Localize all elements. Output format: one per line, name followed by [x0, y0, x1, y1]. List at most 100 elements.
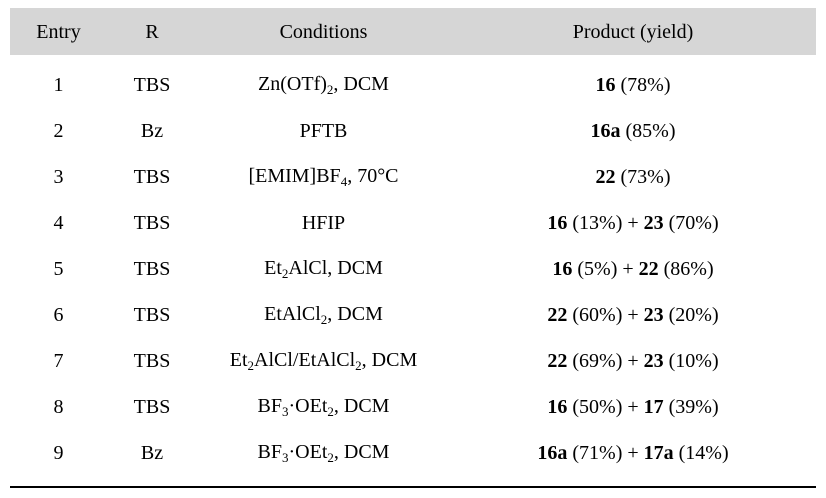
text-segment: (60%) + [567, 304, 644, 326]
text-segment: ·OEt [288, 441, 328, 463]
text-segment: , DCM [333, 395, 390, 417]
cell-entry: 5 [53, 258, 64, 280]
col-header-entry: Entry [36, 20, 81, 43]
cell-entry: 7 [53, 350, 64, 372]
subscript-segment: 3 [282, 450, 289, 465]
bold-compound-segment: 16 [547, 396, 568, 418]
cell-product-yield: 16 (13%) + 23 (70%) [450, 213, 816, 233]
cell-entry: 3 [53, 166, 64, 188]
bold-compound-segment: 16 [547, 212, 568, 234]
text-segment: EtAlCl [264, 303, 321, 325]
text-segment: Et [229, 349, 248, 371]
table-bottom-rule [10, 486, 816, 488]
table-row: 1 TBS Zn(OTf)2, DCM 16 (78%) [10, 62, 816, 108]
cell-conditions: EtAlCl2, DCM [197, 304, 450, 326]
col-header-conditions: Conditions [279, 20, 368, 43]
cell-r-group: TBS [133, 304, 171, 326]
cell-r-group: TBS [133, 74, 171, 96]
table-row: 7 TBS Et2AlCl/EtAlCl2, DCM 22 (69%) + 23… [10, 338, 816, 384]
text-segment: (78%) [615, 74, 671, 96]
table-row: 3 TBS [EMIM]BF4, 70°C 22 (73%) [10, 154, 816, 200]
text-segment: Zn(OTf) [258, 73, 327, 95]
col-header-product: Product (yield) [572, 20, 694, 43]
cell-conditions: Zn(OTf)2, DCM [197, 74, 450, 96]
subscript-segment: 3 [282, 404, 289, 419]
bold-compound-segment: 22 [547, 304, 568, 326]
text-segment: BF [257, 395, 282, 417]
text-segment: (86%) [658, 258, 714, 280]
cell-r-group: TBS [133, 396, 171, 418]
cell-product-yield: 22 (60%) + 23 (20%) [450, 305, 816, 325]
table-row: 4 TBS HFIP 16 (13%) + 23 (70%) [10, 200, 816, 246]
text-segment: (73%) [615, 166, 671, 188]
cell-conditions: [EMIM]BF4, 70°C [197, 166, 450, 188]
bold-compound-segment: 16 [552, 258, 573, 280]
text-segment: (5%) + [572, 258, 639, 280]
subscript-segment: 2 [327, 404, 334, 419]
table-row: 9 Bz BF3·OEt2, DCM 16a (71%) + 17a (14%) [10, 430, 816, 476]
table-row: 2 Bz PFTB 16a (85%) [10, 108, 816, 154]
bold-compound-segment: 23 [643, 350, 664, 372]
text-segment: (39%) [663, 396, 719, 418]
cell-r-group: TBS [133, 166, 171, 188]
bold-compound-segment: 16 [595, 74, 616, 96]
subscript-segment: 2 [327, 450, 334, 465]
cell-product-yield: 16 (78%) [450, 75, 816, 95]
bold-compound-segment: 17a [643, 442, 674, 464]
cell-r-group: Bz [140, 120, 164, 142]
text-segment: , DCM [333, 73, 389, 95]
text-segment: BF [257, 441, 282, 463]
subscript-segment: 2 [355, 358, 362, 373]
text-segment: (13%) + [567, 212, 644, 234]
text-segment: , DCM [327, 303, 383, 325]
subscript-segment: 4 [340, 174, 348, 189]
bold-compound-segment: 23 [643, 304, 664, 326]
cell-conditions: HFIP [197, 213, 450, 233]
text-segment: AlCl/EtAlCl [254, 349, 356, 371]
bold-compound-segment: 22 [547, 350, 568, 372]
bold-compound-segment: 23 [643, 212, 664, 234]
table-header-row: Entry R Conditions Product (yield) [10, 8, 816, 55]
cell-entry: 8 [53, 396, 64, 418]
subscript-segment: 2 [247, 358, 255, 373]
cell-product-yield: 22 (69%) + 23 (10%) [450, 351, 816, 371]
table-row: 8 TBS BF3·OEt2, DCM 16 (50%) + 17 (39%) [10, 384, 816, 430]
text-segment: (70%) [663, 212, 719, 234]
cell-product-yield: 16 (5%) + 22 (86%) [450, 259, 816, 279]
subscript-segment: 2 [320, 312, 328, 327]
text-segment: , 70°C [347, 165, 399, 187]
table-body: 1 TBS Zn(OTf)2, DCM 16 (78%) 2 Bz PFTB 1… [10, 55, 816, 476]
table-row: 5 TBS Et2AlCl, DCM 16 (5%) + 22 (86%) [10, 246, 816, 292]
text-segment: ·OEt [288, 395, 328, 417]
cell-product-yield: 16 (50%) + 17 (39%) [450, 397, 816, 417]
text-segment: (71%) + [567, 442, 644, 464]
cell-r-group: Bz [140, 442, 164, 464]
bold-compound-segment: 16a [590, 120, 621, 142]
bold-compound-segment: 16a [537, 442, 568, 464]
table-row: 6 TBS EtAlCl2, DCM 22 (60%) + 23 (20%) [10, 292, 816, 338]
cell-product-yield: 16a (71%) + 17a (14%) [450, 443, 816, 463]
subscript-segment: 2 [326, 82, 334, 97]
text-segment: HFIP [301, 212, 346, 234]
bold-compound-segment: 22 [595, 166, 616, 188]
text-segment: (85%) [620, 120, 676, 142]
cell-r-group: TBS [133, 258, 171, 280]
cell-entry: 9 [53, 442, 64, 464]
cell-conditions: Et2AlCl/EtAlCl2, DCM [197, 350, 450, 372]
cell-conditions: BF3·OEt2, DCM [197, 442, 450, 464]
cell-entry: 4 [53, 212, 64, 234]
text-segment: (20%) [663, 304, 719, 326]
cell-r-group: TBS [133, 350, 171, 372]
subscript-segment: 2 [281, 266, 289, 281]
text-segment: (50%) + [567, 396, 644, 418]
text-segment: AlCl, DCM [288, 257, 383, 279]
text-segment: (10%) [663, 350, 719, 372]
text-segment: (69%) + [567, 350, 644, 372]
cell-entry: 2 [53, 120, 64, 142]
results-table: Entry R Conditions Product (yield) 1 TBS… [10, 8, 816, 488]
cell-r-group: TBS [133, 212, 171, 234]
text-segment: (14%) [673, 442, 729, 464]
cell-product-yield: 22 (73%) [450, 167, 816, 187]
text-segment: Et [264, 257, 282, 279]
text-segment: [EMIM]BF [248, 165, 341, 187]
